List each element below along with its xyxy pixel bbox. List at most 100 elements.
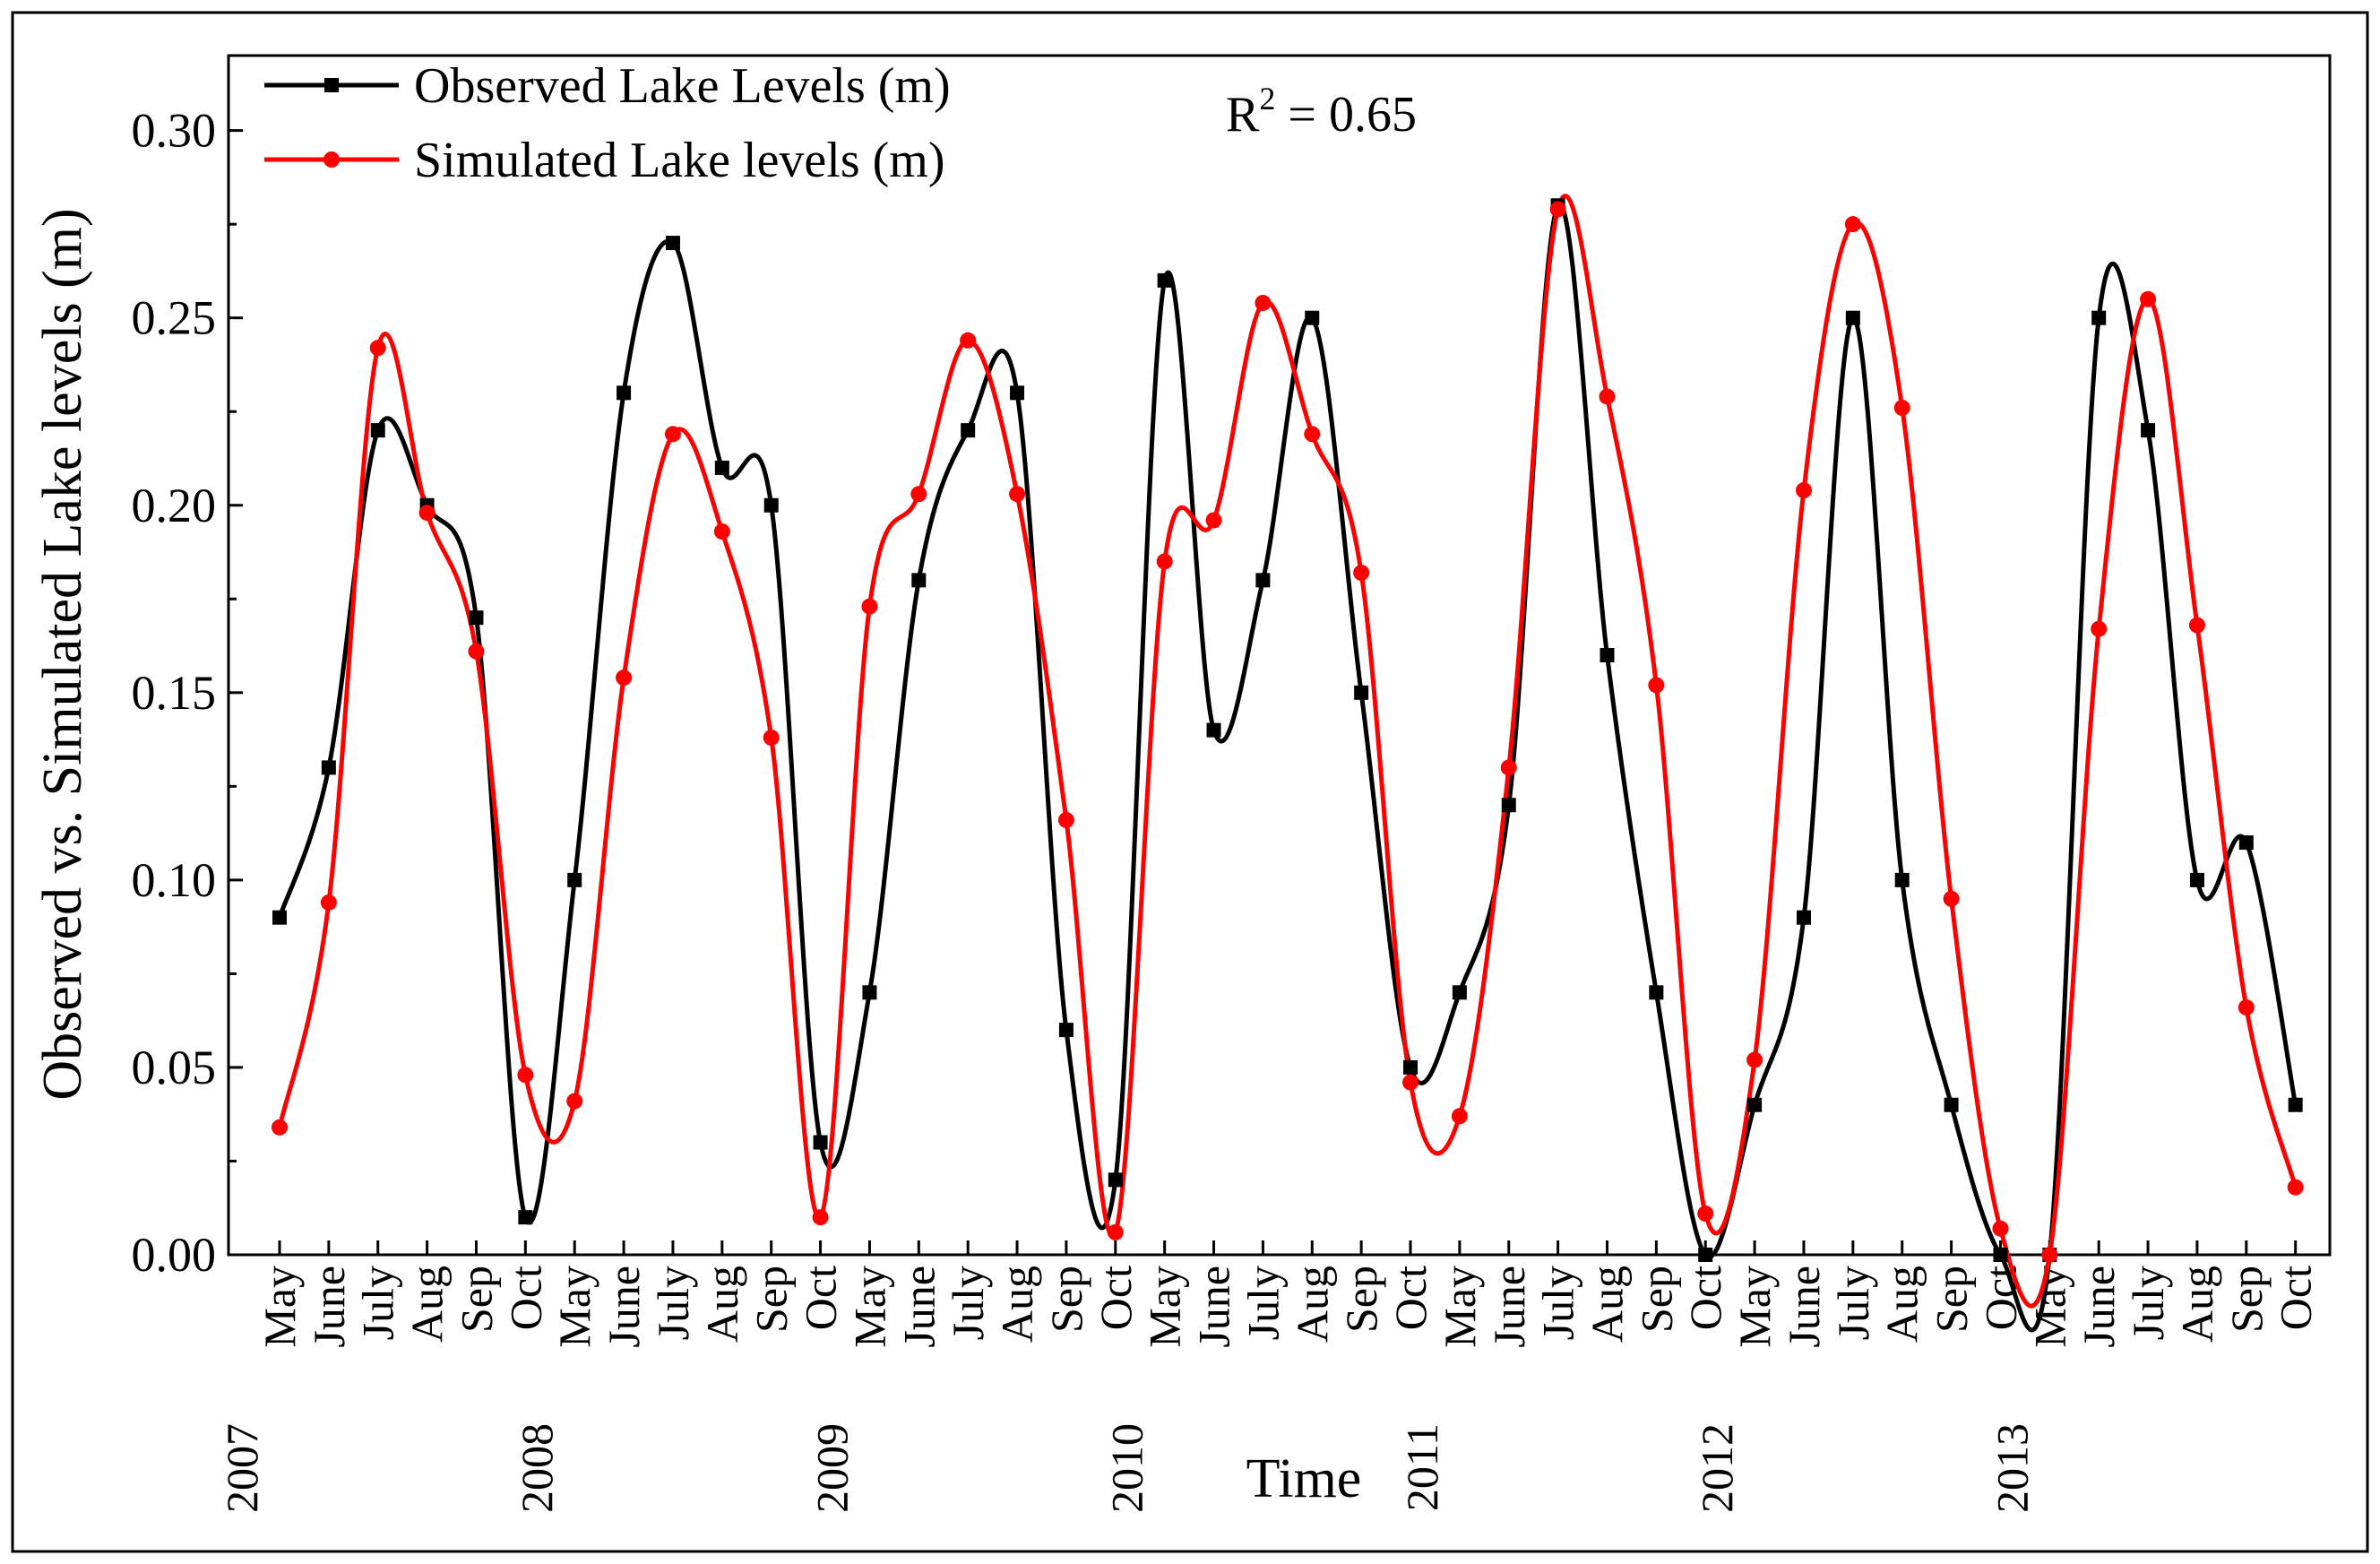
y-tick-label: 0.20: [132, 479, 217, 532]
simulated-point: [1353, 565, 1370, 582]
legend-marker-1: [323, 151, 340, 168]
simulated-point: [1009, 486, 1026, 503]
x-axis: MayJuneJulyAugSepOctMayJuneJulyAugSepOct…: [217, 1240, 2321, 1513]
x-tick-label: June: [1779, 1266, 1829, 1348]
simulated-point: [1648, 677, 1665, 694]
year-label: 2010: [1102, 1423, 1152, 1513]
observed-point: [518, 1210, 533, 1225]
observed-point: [2189, 872, 2204, 887]
simulated-point: [1451, 1108, 1468, 1125]
simulated-point: [763, 729, 780, 746]
observed-point: [961, 423, 976, 438]
y-tick-label: 0.00: [132, 1228, 217, 1282]
x-tick-label: July: [648, 1266, 698, 1340]
x-tick-label: Aug: [1877, 1266, 1927, 1343]
observed-point: [1894, 872, 1910, 887]
x-tick-label: Sep: [1041, 1266, 1091, 1333]
observed-point: [1747, 1097, 1763, 1112]
simulated-point: [369, 340, 386, 357]
x-tick-label: Aug: [992, 1266, 1042, 1343]
observed-point: [1944, 1097, 1959, 1112]
observed-point: [1305, 310, 1320, 325]
year-label: 2009: [806, 1423, 857, 1513]
x-tick-label: Aug: [1287, 1266, 1337, 1343]
figure-border: [11, 11, 2369, 1553]
x-tick-label: June: [2074, 1266, 2124, 1348]
observed-point: [1255, 573, 1271, 588]
x-tick-label: May: [1729, 1266, 1780, 1348]
observed-point: [1796, 910, 1811, 925]
simulated-point: [616, 670, 633, 687]
observed-point: [1452, 985, 1467, 1000]
simulated-point: [713, 523, 730, 540]
y-tick-label: 0.05: [132, 1041, 217, 1094]
simulated-point: [1795, 482, 1812, 499]
observed-point: [2288, 1097, 2303, 1112]
y-tick-label: 0.30: [132, 104, 217, 158]
simulated-point: [1500, 759, 1517, 776]
observed-point: [2238, 835, 2254, 851]
x-tick-label: Oct: [1680, 1266, 1730, 1330]
year-label: 2011: [1397, 1423, 1447, 1511]
y-axis: 0.00 0.05 0.10 0.15 0.20 0.25 0.30: [132, 104, 243, 1282]
x-tick-label: June: [1484, 1266, 1534, 1348]
x-tick-label: Oct: [500, 1266, 550, 1330]
observed-point: [1354, 685, 1369, 700]
x-tick-label: June: [304, 1266, 354, 1348]
observed-point: [813, 1135, 828, 1150]
x-tick-label: Oct: [1091, 1266, 1141, 1330]
observed-point: [370, 423, 385, 438]
y-tick-label: 0.15: [132, 666, 217, 720]
x-tick-label: Oct: [796, 1266, 846, 1330]
observed-point: [763, 497, 779, 513]
r-squared-annotation: R2 = 0.65: [1226, 81, 1417, 143]
year-label: 2008: [512, 1423, 562, 1513]
simulated-point: [2140, 290, 2157, 307]
r-squared-superscript: 2: [1259, 81, 1275, 117]
observed-point: [1600, 648, 1615, 662]
simulated-point: [1697, 1205, 1714, 1223]
observed-point: [1010, 385, 1025, 401]
legend-label-1: Simulated Lake levels (m): [414, 133, 944, 188]
y-tick-label: 0.25: [132, 291, 217, 345]
simulated-point: [1746, 1051, 1763, 1068]
simulated-point: [812, 1209, 829, 1226]
observed-point: [1403, 1059, 1419, 1075]
observed-point: [1157, 272, 1172, 288]
simulated-point: [1107, 1223, 1124, 1240]
simulated-point: [910, 486, 927, 503]
x-tick-label: Sep: [2221, 1266, 2272, 1333]
x-tick-label: July: [353, 1266, 403, 1340]
observed-point: [1698, 1248, 1713, 1262]
x-tick-label: Sep: [1631, 1266, 1681, 1333]
x-tick-label: Sep: [1336, 1266, 1386, 1333]
simulated-point: [2041, 1247, 2058, 1263]
x-tick-label: June: [893, 1266, 944, 1348]
x-tick-label: July: [1533, 1266, 1583, 1340]
plot-area: [227, 54, 2332, 1257]
simulated-point: [1402, 1074, 1419, 1091]
x-tick-label: Sep: [746, 1266, 797, 1333]
simulated-point: [1844, 216, 1861, 233]
year-label: 2012: [1692, 1423, 1742, 1513]
observed-point: [2141, 423, 2156, 438]
simulated-point: [418, 505, 435, 522]
simulated-point: [1156, 553, 1173, 570]
simulated-point: [1057, 811, 1074, 828]
simulated-point: [1255, 294, 1272, 311]
year-label: 2007: [217, 1423, 267, 1513]
legend-label-0: Observed Lake Levels (m): [414, 58, 951, 114]
simulated-point: [1943, 890, 1960, 907]
legend: Observed Lake Levels (m) Simulated Lake l…: [264, 58, 951, 188]
y-tick-label: 0.10: [132, 853, 217, 907]
simulated-point: [2238, 999, 2255, 1016]
observed-point: [1501, 798, 1516, 813]
x-axis-title: Time: [1246, 1448, 1362, 1509]
simulated-point: [2091, 620, 2108, 637]
observed-point: [1206, 722, 1221, 738]
simulated-point: [861, 598, 878, 615]
observed-point: [1058, 1023, 1074, 1038]
simulated-point: [1992, 1220, 2009, 1237]
simulated-point: [1599, 388, 1616, 405]
